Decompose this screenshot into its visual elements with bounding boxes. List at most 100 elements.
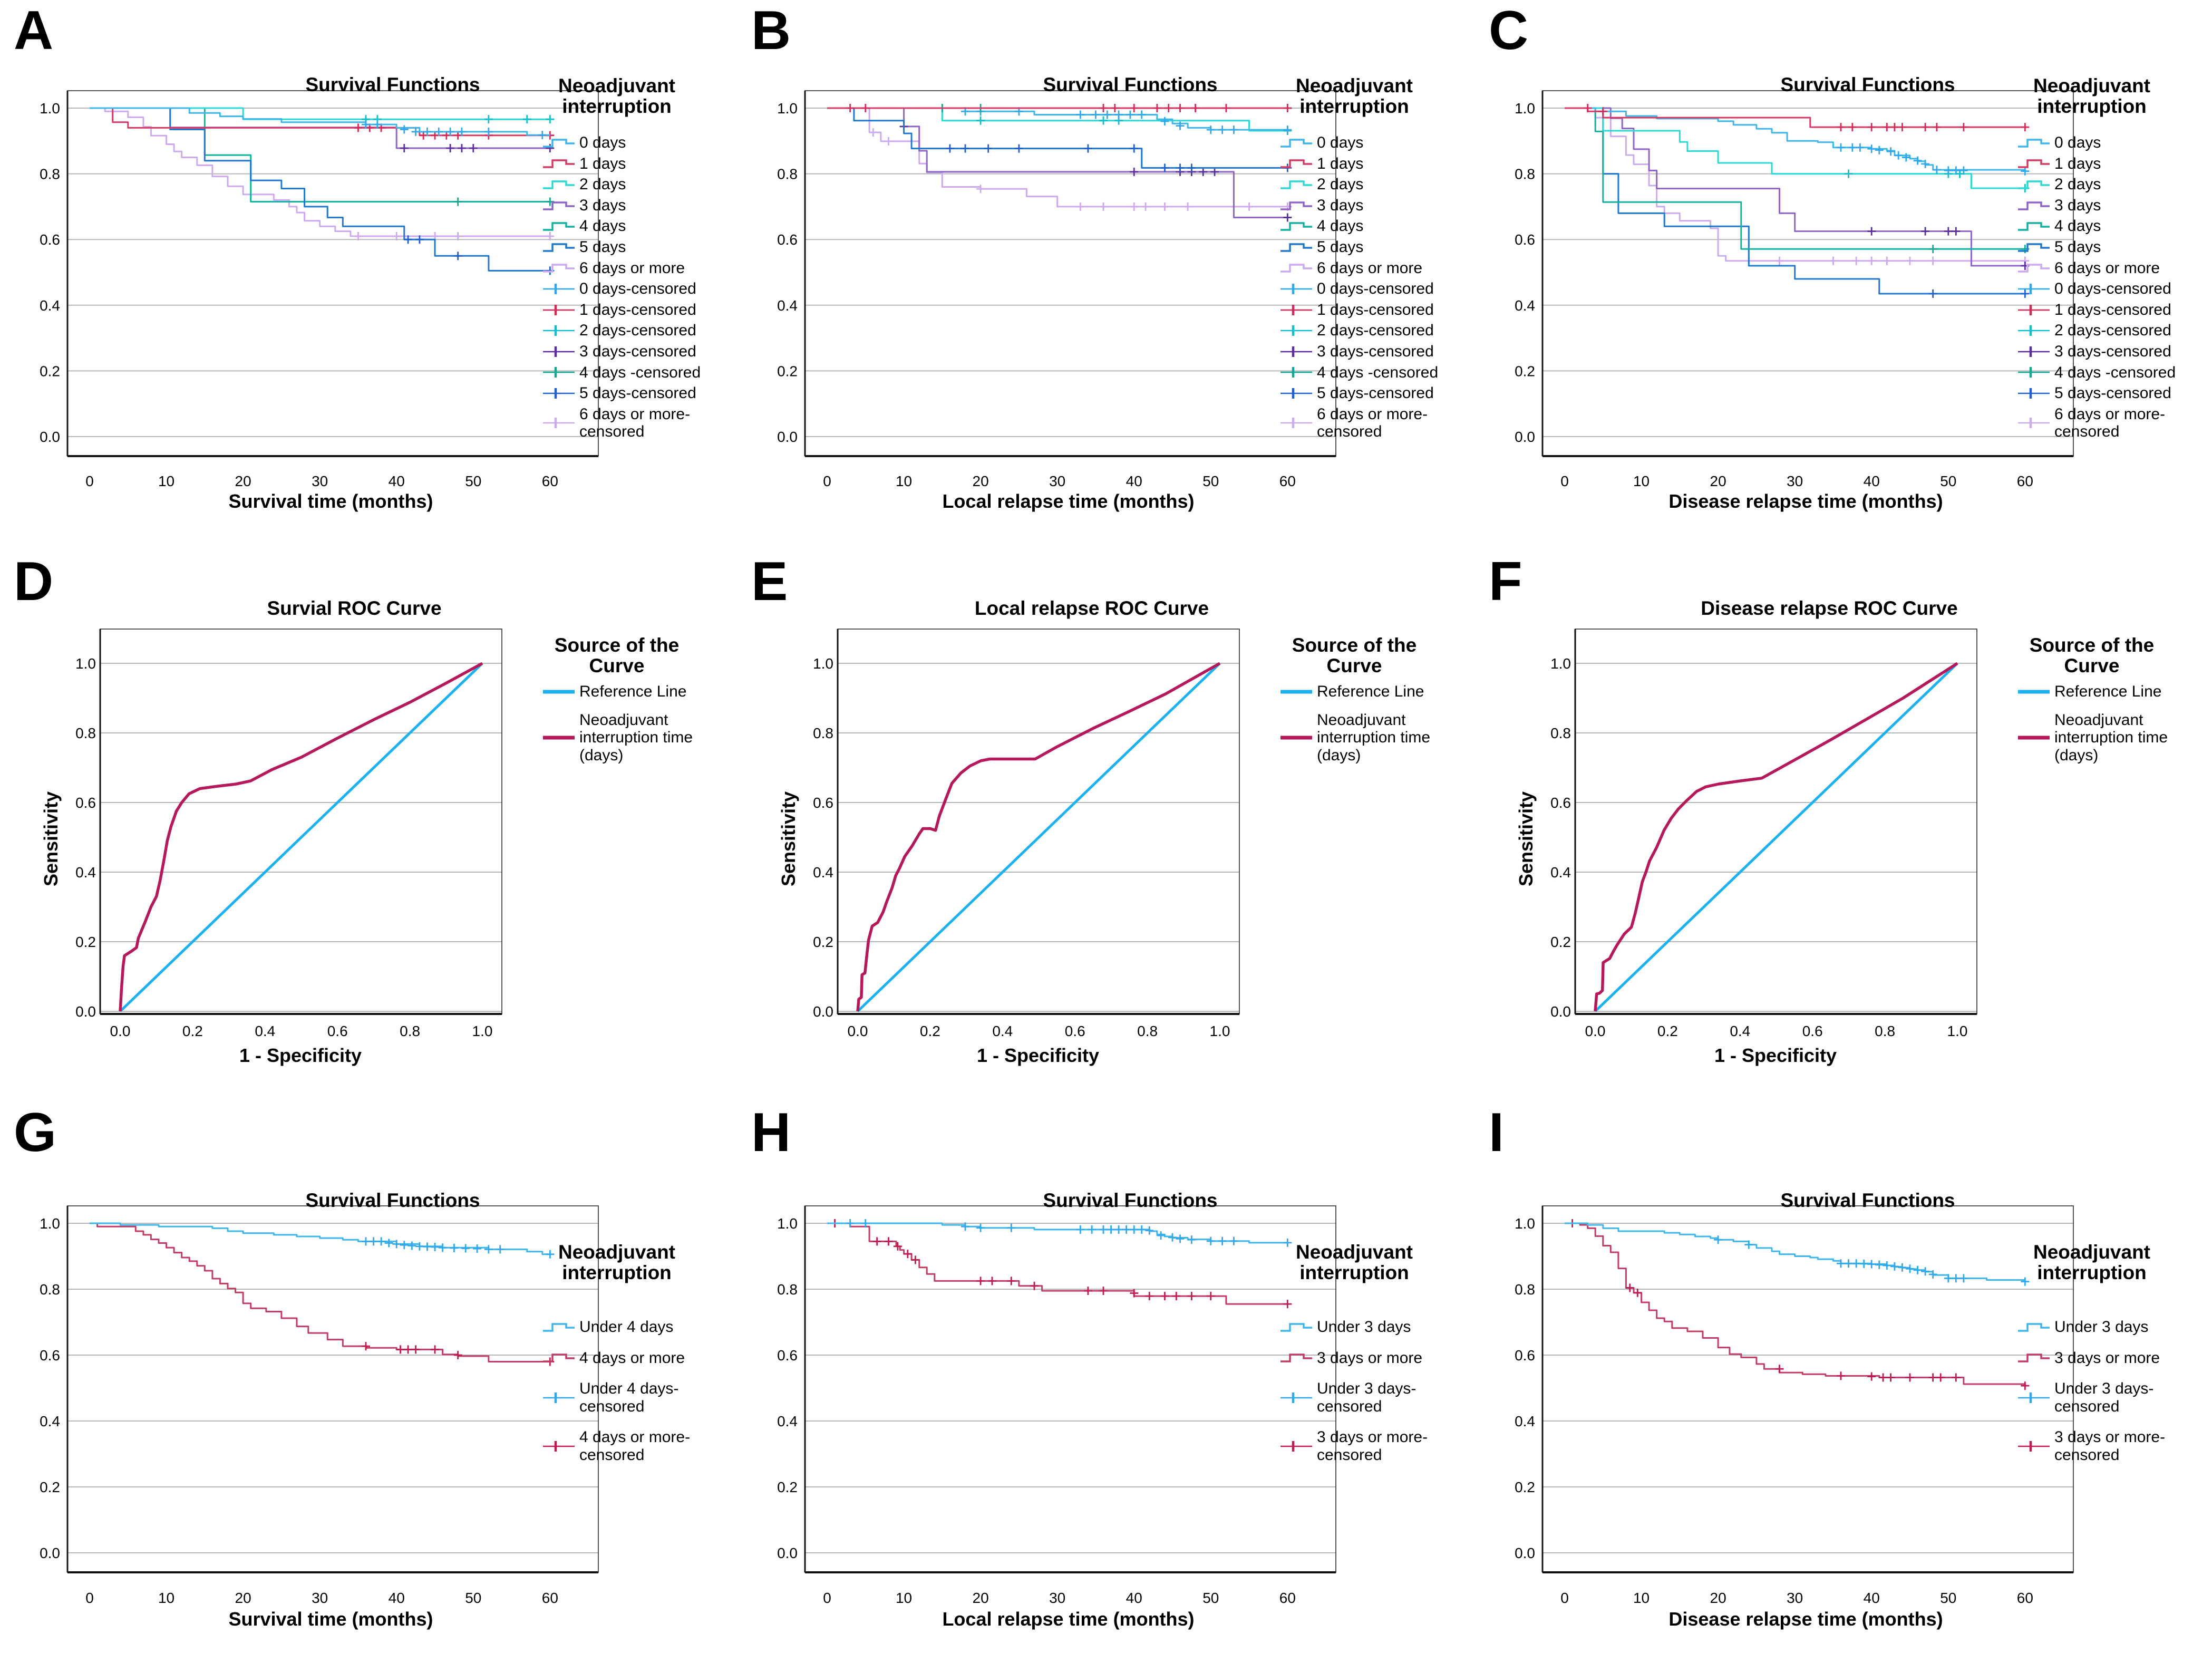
step-glyph (543, 159, 575, 169)
step-glyph (1280, 243, 1312, 252)
legend-item-label: 1 days (2054, 154, 2101, 172)
panel-letter: H (751, 1102, 791, 1163)
legend-item-label: 5 days-censored (579, 384, 696, 402)
legend-item-label: 0 days (1317, 134, 1364, 151)
censor-mark (1859, 1259, 1868, 1268)
panel-c: 0.0 0.2 0.4 0.6 0.8 1.0 0 10 20 30 40 50 60 C Surviv… (1475, 0, 2212, 551)
legend-item-label: 3 days-censored (579, 342, 696, 360)
legend-item: 5 days (2017, 238, 2211, 256)
survival-curve (1565, 107, 2025, 189)
censor-mark (1283, 1238, 1292, 1247)
x-tick-label: 1.0 (1210, 1023, 1230, 1039)
legend-title: Neoadjuvant interruption (2033, 75, 2151, 117)
legend-item: 2 days-censored (1279, 322, 1473, 340)
censor-mark (1187, 163, 1196, 172)
legend-item: Under 4 days (542, 1318, 736, 1336)
legend-item-label: Reference Line (1317, 683, 1424, 700)
y-tick-label: 0.0 (777, 429, 798, 445)
censor-mark (453, 252, 462, 260)
legend-item: 3 days (2017, 197, 2211, 215)
step-glyph (2018, 222, 2050, 231)
censor-mark (961, 1222, 969, 1231)
x-tick-label: 10 (1633, 473, 1650, 489)
legend-item-label: 3 days (579, 196, 626, 214)
panel-letter: D (14, 551, 54, 612)
x-axis-label: 1 - Specificity (239, 1045, 362, 1066)
censor-mark (1122, 1225, 1131, 1234)
censor-mark (1598, 107, 1607, 116)
legend-item: 1 days (2017, 155, 2211, 173)
panel-h: 0.0 0.2 0.4 0.6 0.8 1.0 0 10 20 30 40 50 60 H Surviv… (738, 1102, 1475, 1653)
y-tick-label: 0.6 (1515, 231, 1535, 248)
y-tick-label: 0.2 (75, 934, 96, 950)
chart-canvas: 0.0 0.2 0.4 0.6 0.8 1.0 0.0 0.2 0.4 0.6 0.8 1.0 (813, 629, 1240, 1039)
legend-item: 0 days-censored (2017, 280, 2211, 298)
step-glyph (543, 139, 575, 148)
plot-frame (67, 1205, 599, 1573)
censor-mark (473, 1244, 482, 1253)
step-glyph (2018, 264, 2050, 273)
x-tick-label: 50 (465, 473, 481, 489)
x-tick-label: 0.4 (255, 1023, 275, 1039)
survival-curve (827, 107, 1288, 208)
legend-item: 2 days (2017, 176, 2211, 194)
censor-mark (1844, 1259, 1853, 1268)
y-tick-label: 0.2 (40, 363, 60, 379)
censor-mark (1076, 202, 1085, 211)
censor-mark (1245, 202, 1254, 211)
roc-curve (1594, 662, 1958, 1012)
censored-marker-icon (543, 325, 575, 336)
series-line-icon (543, 243, 575, 252)
censor-mark (2021, 123, 2030, 132)
legend-item-label: 1 days-censored (1317, 301, 1434, 318)
plot-frame (67, 90, 599, 457)
censor-mark (1952, 1373, 1961, 1382)
censor-mark (1145, 1226, 1154, 1235)
survival-curve (1565, 1222, 2026, 1386)
censor-mark (1218, 125, 1227, 134)
chart-canvas: 0.0 0.2 0.4 0.6 0.8 1.0 0 10 20 30 40 50 60 (40, 90, 599, 489)
x-tick-label: 0.8 (400, 1023, 420, 1039)
legend-item-label: 1 days (579, 154, 626, 172)
step-glyph (1280, 1323, 1312, 1332)
y-tick-label: 0.6 (40, 231, 60, 248)
x-tick-label: 40 (1864, 473, 1880, 489)
censor-mark (354, 231, 363, 240)
x-tick-label: 50 (1202, 473, 1219, 489)
plot-frame (1575, 629, 1977, 1014)
censor-mark (522, 115, 531, 124)
y-tick-label: 1.0 (75, 655, 96, 672)
legend-item-label: 2 days-censored (1317, 322, 1434, 340)
legend-item: Under 4 days-censored (542, 1380, 736, 1415)
censor-mark (484, 115, 493, 124)
censor-mark (1076, 1225, 1085, 1234)
survival-curve (827, 107, 1288, 169)
legend-item-label: 4 days or more-censored (579, 1428, 691, 1464)
censor-mark (1928, 1270, 1937, 1279)
series-line-icon (2018, 1323, 2050, 1332)
plot-frame (1542, 90, 2074, 457)
censor-mark (976, 1277, 985, 1285)
x-tick-label: 0.6 (1802, 1023, 1823, 1039)
legend-item-label: Under 4 days (579, 1318, 674, 1336)
censor-mark (1283, 1300, 1292, 1309)
series-line-icon (543, 222, 575, 231)
chart-title: Local relapse ROC Curve (974, 597, 1209, 619)
x-tick-label: 0.8 (1137, 1023, 1158, 1039)
legend-title: Neoadjuvant interruption (1295, 75, 1413, 117)
legend-item-label: 4 days -censored (579, 363, 701, 381)
y-tick-label: 0.0 (1515, 429, 1535, 445)
censor-mark (1848, 143, 1857, 152)
x-tick-label: 60 (1279, 473, 1296, 489)
y-tick-label: 0.0 (75, 1003, 96, 1020)
step-glyph (543, 243, 575, 252)
series-line-icon (2018, 222, 2050, 231)
censored-marker-icon (2018, 346, 2050, 357)
legend-item-label: 0 days (579, 134, 626, 151)
censor-mark (1928, 1373, 1937, 1382)
step-glyph (543, 201, 575, 210)
legend-item: 1 days-censored (2017, 301, 2211, 319)
legend: Under 3 days 3 days or more Under 3 days-c… (2017, 1318, 2211, 1477)
x-tick-label: 20 (1710, 1590, 1726, 1606)
